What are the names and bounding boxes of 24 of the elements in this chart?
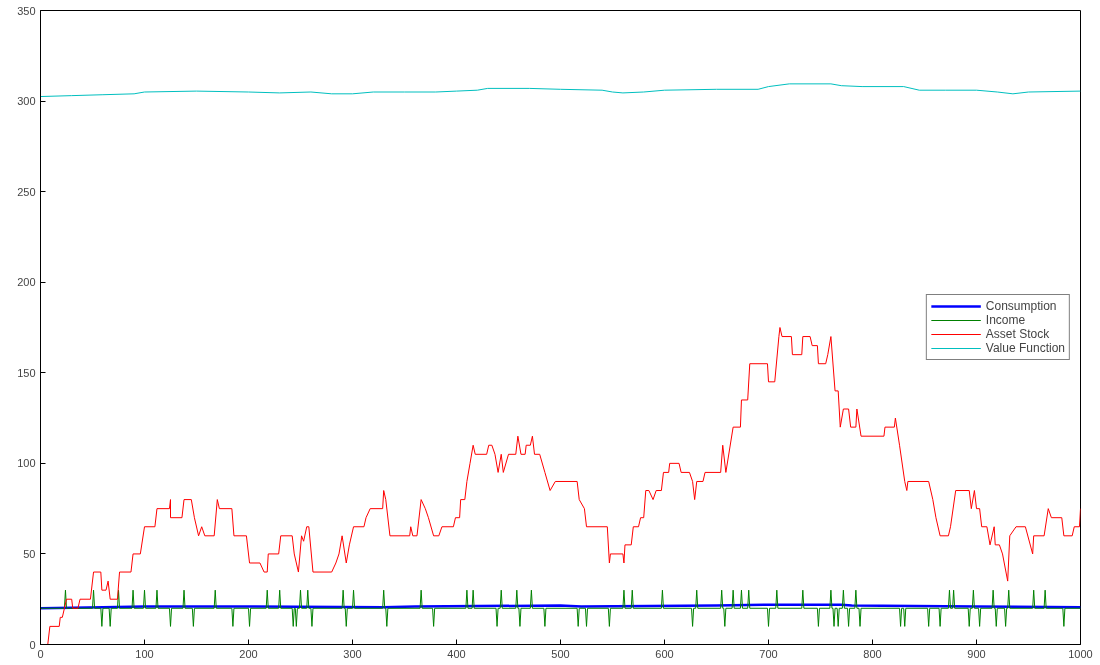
y-tick-label: 100 bbox=[17, 457, 36, 470]
y-tick-label: 250 bbox=[17, 185, 36, 198]
x-tick-label: 600 bbox=[655, 647, 674, 660]
y-tick-label: 200 bbox=[17, 276, 36, 289]
x-tick-label: 900 bbox=[967, 647, 986, 660]
y-tick-label: 0 bbox=[29, 638, 36, 651]
x-tick-label: 0 bbox=[37, 647, 44, 660]
x-tick-label: 100 bbox=[135, 647, 154, 660]
y-tick-label: 300 bbox=[17, 95, 36, 108]
x-tick-label: 200 bbox=[239, 647, 258, 660]
x-tick-label: 800 bbox=[863, 647, 882, 660]
x-tick-label: 1000 bbox=[1068, 647, 1093, 660]
x-tick-label: 500 bbox=[551, 647, 570, 660]
x-tick-label: 700 bbox=[759, 647, 778, 660]
y-tick-label: 150 bbox=[17, 366, 36, 379]
legend-label: Value Function bbox=[985, 341, 1065, 355]
x-tick-label: 400 bbox=[447, 647, 466, 660]
y-tick-label: 50 bbox=[23, 547, 36, 560]
legend-label: Consumption bbox=[985, 299, 1057, 313]
x-tick-label: 300 bbox=[343, 647, 362, 660]
line-series bbox=[40, 83, 1081, 98]
legend-label: Asset Stock bbox=[985, 327, 1050, 341]
y-tick-label: 350 bbox=[17, 4, 36, 17]
legend-label: Income bbox=[985, 313, 1026, 327]
